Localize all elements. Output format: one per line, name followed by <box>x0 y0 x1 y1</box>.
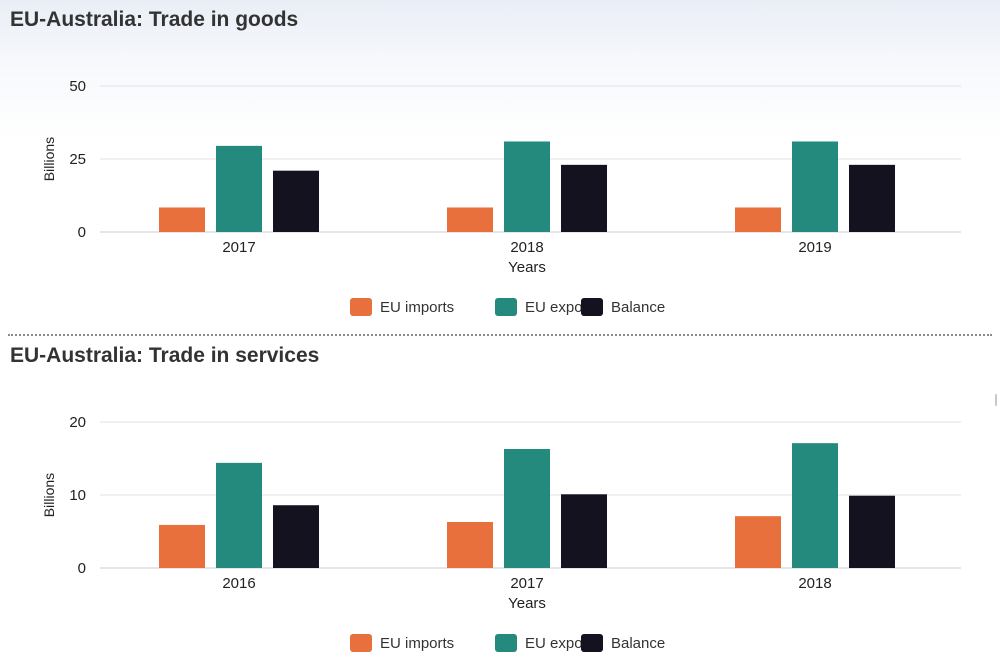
bar-eu-exports-2017 <box>216 145 262 232</box>
bar-eu-imports-2019 <box>735 207 781 232</box>
x-tick-label: 2016 <box>222 575 255 592</box>
x-tick-label: 2018 <box>798 575 831 592</box>
bar-eu-imports-2018 <box>735 516 781 568</box>
y-tick-label: 20 <box>69 414 86 431</box>
bar-balance-2018 <box>849 495 895 568</box>
bar-balance-2016 <box>273 505 319 568</box>
y-tick-label: 25 <box>69 151 86 168</box>
legend-label: EU imports <box>380 299 454 316</box>
legend-label: Balance <box>611 635 665 652</box>
y-tick-label: 0 <box>78 224 86 241</box>
goods-chart-title: EU-Australia: Trade in goods <box>10 8 299 31</box>
x-tick-label: 2019 <box>798 239 831 256</box>
section-divider <box>8 334 992 336</box>
y-tick-label: 0 <box>78 560 86 577</box>
goods-bar-chart: 0 25 50 2017 2018 2019 Years Billions EU imports… <box>41 78 961 316</box>
bar-balance-2017 <box>561 494 607 568</box>
legend-item-eu-exports[interactable]: EU exports <box>495 634 599 652</box>
y-axis-title: Billions <box>41 473 57 517</box>
scroll-indicator <box>995 394 997 406</box>
bar-eu-exports-2017 <box>504 449 550 568</box>
x-tick-label: 2017 <box>222 239 255 256</box>
bar-eu-exports-2018 <box>792 443 838 568</box>
legend-item-balance[interactable]: Balance <box>581 634 665 652</box>
legend-swatch <box>581 298 603 316</box>
legend-swatch <box>495 634 517 652</box>
legend-label: EU exports <box>525 299 599 316</box>
legend-item-balance[interactable]: Balance <box>581 298 665 316</box>
bar-eu-exports-2019 <box>792 141 838 232</box>
bar-eu-exports-2018 <box>504 141 550 232</box>
services-chart-panel: EU-Australia: Trade in services 0 10 20 201… <box>0 336 1000 672</box>
x-axis-title: Years <box>508 259 546 276</box>
services-bar-chart: 0 10 20 2016 2017 2018 Years Billions EU imports… <box>41 414 961 652</box>
legend-swatch <box>350 298 372 316</box>
bar-eu-imports-2017 <box>159 207 205 232</box>
bar-eu-imports-2017 <box>447 522 493 568</box>
services-chart-title: EU-Australia: Trade in services <box>10 344 320 367</box>
x-axis-title: Years <box>508 595 546 612</box>
y-axis-title: Billions <box>41 137 57 181</box>
bar-eu-imports-2018 <box>447 207 493 232</box>
legend-label: EU imports <box>380 635 454 652</box>
x-tick-label: 2017 <box>510 575 543 592</box>
bar-eu-imports-2016 <box>159 524 205 568</box>
bar-eu-exports-2016 <box>216 462 262 568</box>
bar-balance-2017 <box>273 170 319 232</box>
x-tick-label: 2018 <box>510 239 543 256</box>
legend-swatch <box>350 634 372 652</box>
legend-swatch <box>495 298 517 316</box>
legend-swatch <box>581 634 603 652</box>
legend-label: Balance <box>611 299 665 316</box>
bar-balance-2018 <box>561 164 607 232</box>
legend-label: EU exports <box>525 635 599 652</box>
bar-balance-2019 <box>849 164 895 232</box>
legend-item-eu-exports[interactable]: EU exports <box>495 298 599 316</box>
goods-chart-panel: EU-Australia: Trade in goods 0 25 50 2017 20… <box>0 0 1000 332</box>
legend-item-eu-imports[interactable]: EU imports <box>350 634 454 652</box>
legend-item-eu-imports[interactable]: EU imports <box>350 298 454 316</box>
y-tick-label: 50 <box>69 78 86 95</box>
y-tick-label: 10 <box>69 487 86 504</box>
